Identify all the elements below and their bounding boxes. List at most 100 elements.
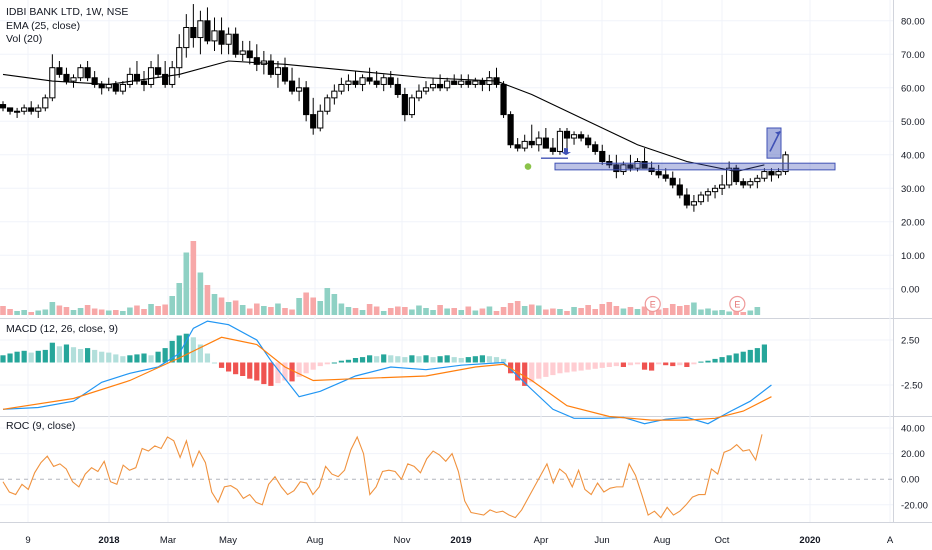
candle-body	[225, 33, 232, 45]
roc-axis-label: 40.00	[901, 424, 925, 435]
macd-histogram-bar	[204, 353, 211, 363]
candle-body	[303, 87, 310, 116]
candle-body	[359, 77, 366, 85]
roc-line	[2, 434, 763, 519]
volume-bar	[127, 307, 133, 315]
candle-body	[49, 67, 56, 99]
candle-body	[711, 187, 719, 193]
candle-body	[317, 110, 324, 129]
macd-histogram-bar	[148, 355, 154, 363]
candle-body	[599, 150, 606, 162]
volume-bar	[268, 307, 274, 315]
macd-histogram-bar	[190, 337, 196, 363]
macd-histogram-bar	[430, 357, 436, 363]
macd-histogram-bar	[28, 352, 34, 363]
macd-histogram-bar	[56, 346, 62, 363]
macd-histogram-bar	[599, 362, 605, 368]
candle-body	[310, 114, 317, 129]
candle-body	[155, 67, 162, 75]
volume-bar	[296, 298, 302, 315]
macd-histogram-bar	[254, 362, 260, 381]
macd-histogram-bar	[754, 348, 760, 363]
candle-body	[592, 144, 599, 152]
candle-body	[197, 20, 204, 39]
volume-bar	[49, 302, 56, 315]
macd-histogram-bar	[388, 355, 394, 363]
volume-bar	[465, 306, 472, 315]
roc-legend[interactable]: ROC (9, close)	[6, 420, 76, 432]
volume-legend[interactable]: Vol (20)	[6, 33, 43, 45]
macd-histogram-bar	[21, 350, 27, 363]
candle-body	[63, 73, 70, 82]
macd-histogram-bar	[374, 356, 380, 363]
macd-histogram-bar	[522, 362, 528, 386]
candle-body	[147, 67, 155, 85]
macd-histogram-bar	[705, 360, 711, 363]
candle-body	[444, 80, 451, 89]
volume-bar	[493, 311, 500, 315]
macd-histogram-bar	[226, 362, 232, 372]
macd-histogram-bar	[352, 358, 359, 363]
macd-histogram-bar	[726, 355, 732, 363]
candle-body	[479, 80, 486, 85]
macd-histogram-bar	[42, 349, 48, 363]
volume-bar	[528, 304, 535, 315]
macd-histogram-bar	[493, 357, 500, 363]
candle-body	[507, 114, 514, 146]
volume-bar	[592, 309, 598, 315]
volume-bar	[684, 305, 690, 315]
macd-histogram-bar	[620, 362, 626, 367]
macd-histogram-bar	[113, 354, 119, 363]
candle-body	[6, 107, 14, 112]
volume-bar	[641, 306, 648, 315]
earnings-badge-label: E	[734, 300, 740, 310]
macd-histogram-bar	[719, 357, 725, 363]
volume-bar	[289, 309, 295, 315]
volume-bar	[712, 310, 718, 315]
ema-legend[interactable]: EMA (25, close)	[6, 20, 81, 32]
candle-body	[126, 73, 134, 85]
candle-body	[56, 67, 63, 75]
volume-bar	[613, 306, 620, 315]
volume-bar	[550, 308, 556, 315]
volume-bar	[345, 307, 352, 315]
macd-histogram-bar	[585, 362, 591, 370]
symbol-title[interactable]: IDBI BANK LTD, 1W, NSE	[6, 6, 129, 18]
volume-bar	[585, 305, 591, 315]
time-axis-label: May	[219, 535, 237, 546]
price-axis-label: 30.00	[901, 184, 925, 195]
volume-bar	[331, 294, 338, 315]
candle-body	[253, 57, 260, 65]
volume-bar	[655, 309, 662, 315]
macd-histogram-bar	[303, 362, 309, 374]
candle-body	[535, 137, 542, 146]
volume-bar	[726, 311, 732, 315]
macd-histogram-bar	[550, 362, 556, 376]
candle-body	[380, 77, 387, 85]
macd-histogram-bar	[275, 362, 281, 384]
macd-line	[2, 320, 772, 425]
time-axis-label: Aug	[307, 535, 324, 546]
volume-bar	[317, 301, 324, 315]
volume-bar	[197, 272, 204, 315]
candle-body	[112, 83, 119, 92]
macd-histogram-bar	[120, 356, 126, 363]
candle-body	[401, 94, 408, 116]
candle-body	[521, 140, 528, 149]
macd-histogram-bar	[261, 362, 267, 385]
price-axis-label: 50.00	[901, 117, 925, 128]
drawing-tools[interactable]	[524, 127, 836, 171]
volume-bar	[105, 310, 112, 315]
macd-histogram-bar	[486, 356, 493, 363]
macd-histogram-bar	[99, 351, 105, 363]
candle-body	[162, 73, 169, 85]
volume-bar	[246, 308, 253, 315]
candle-body	[775, 171, 782, 176]
volume-bar	[14, 311, 20, 315]
macd-legend[interactable]: MACD (12, 26, close, 9)	[6, 323, 119, 335]
volume-bar	[352, 308, 359, 315]
macd-histogram-bar	[677, 362, 683, 366]
macd-histogram-bar	[70, 347, 77, 363]
